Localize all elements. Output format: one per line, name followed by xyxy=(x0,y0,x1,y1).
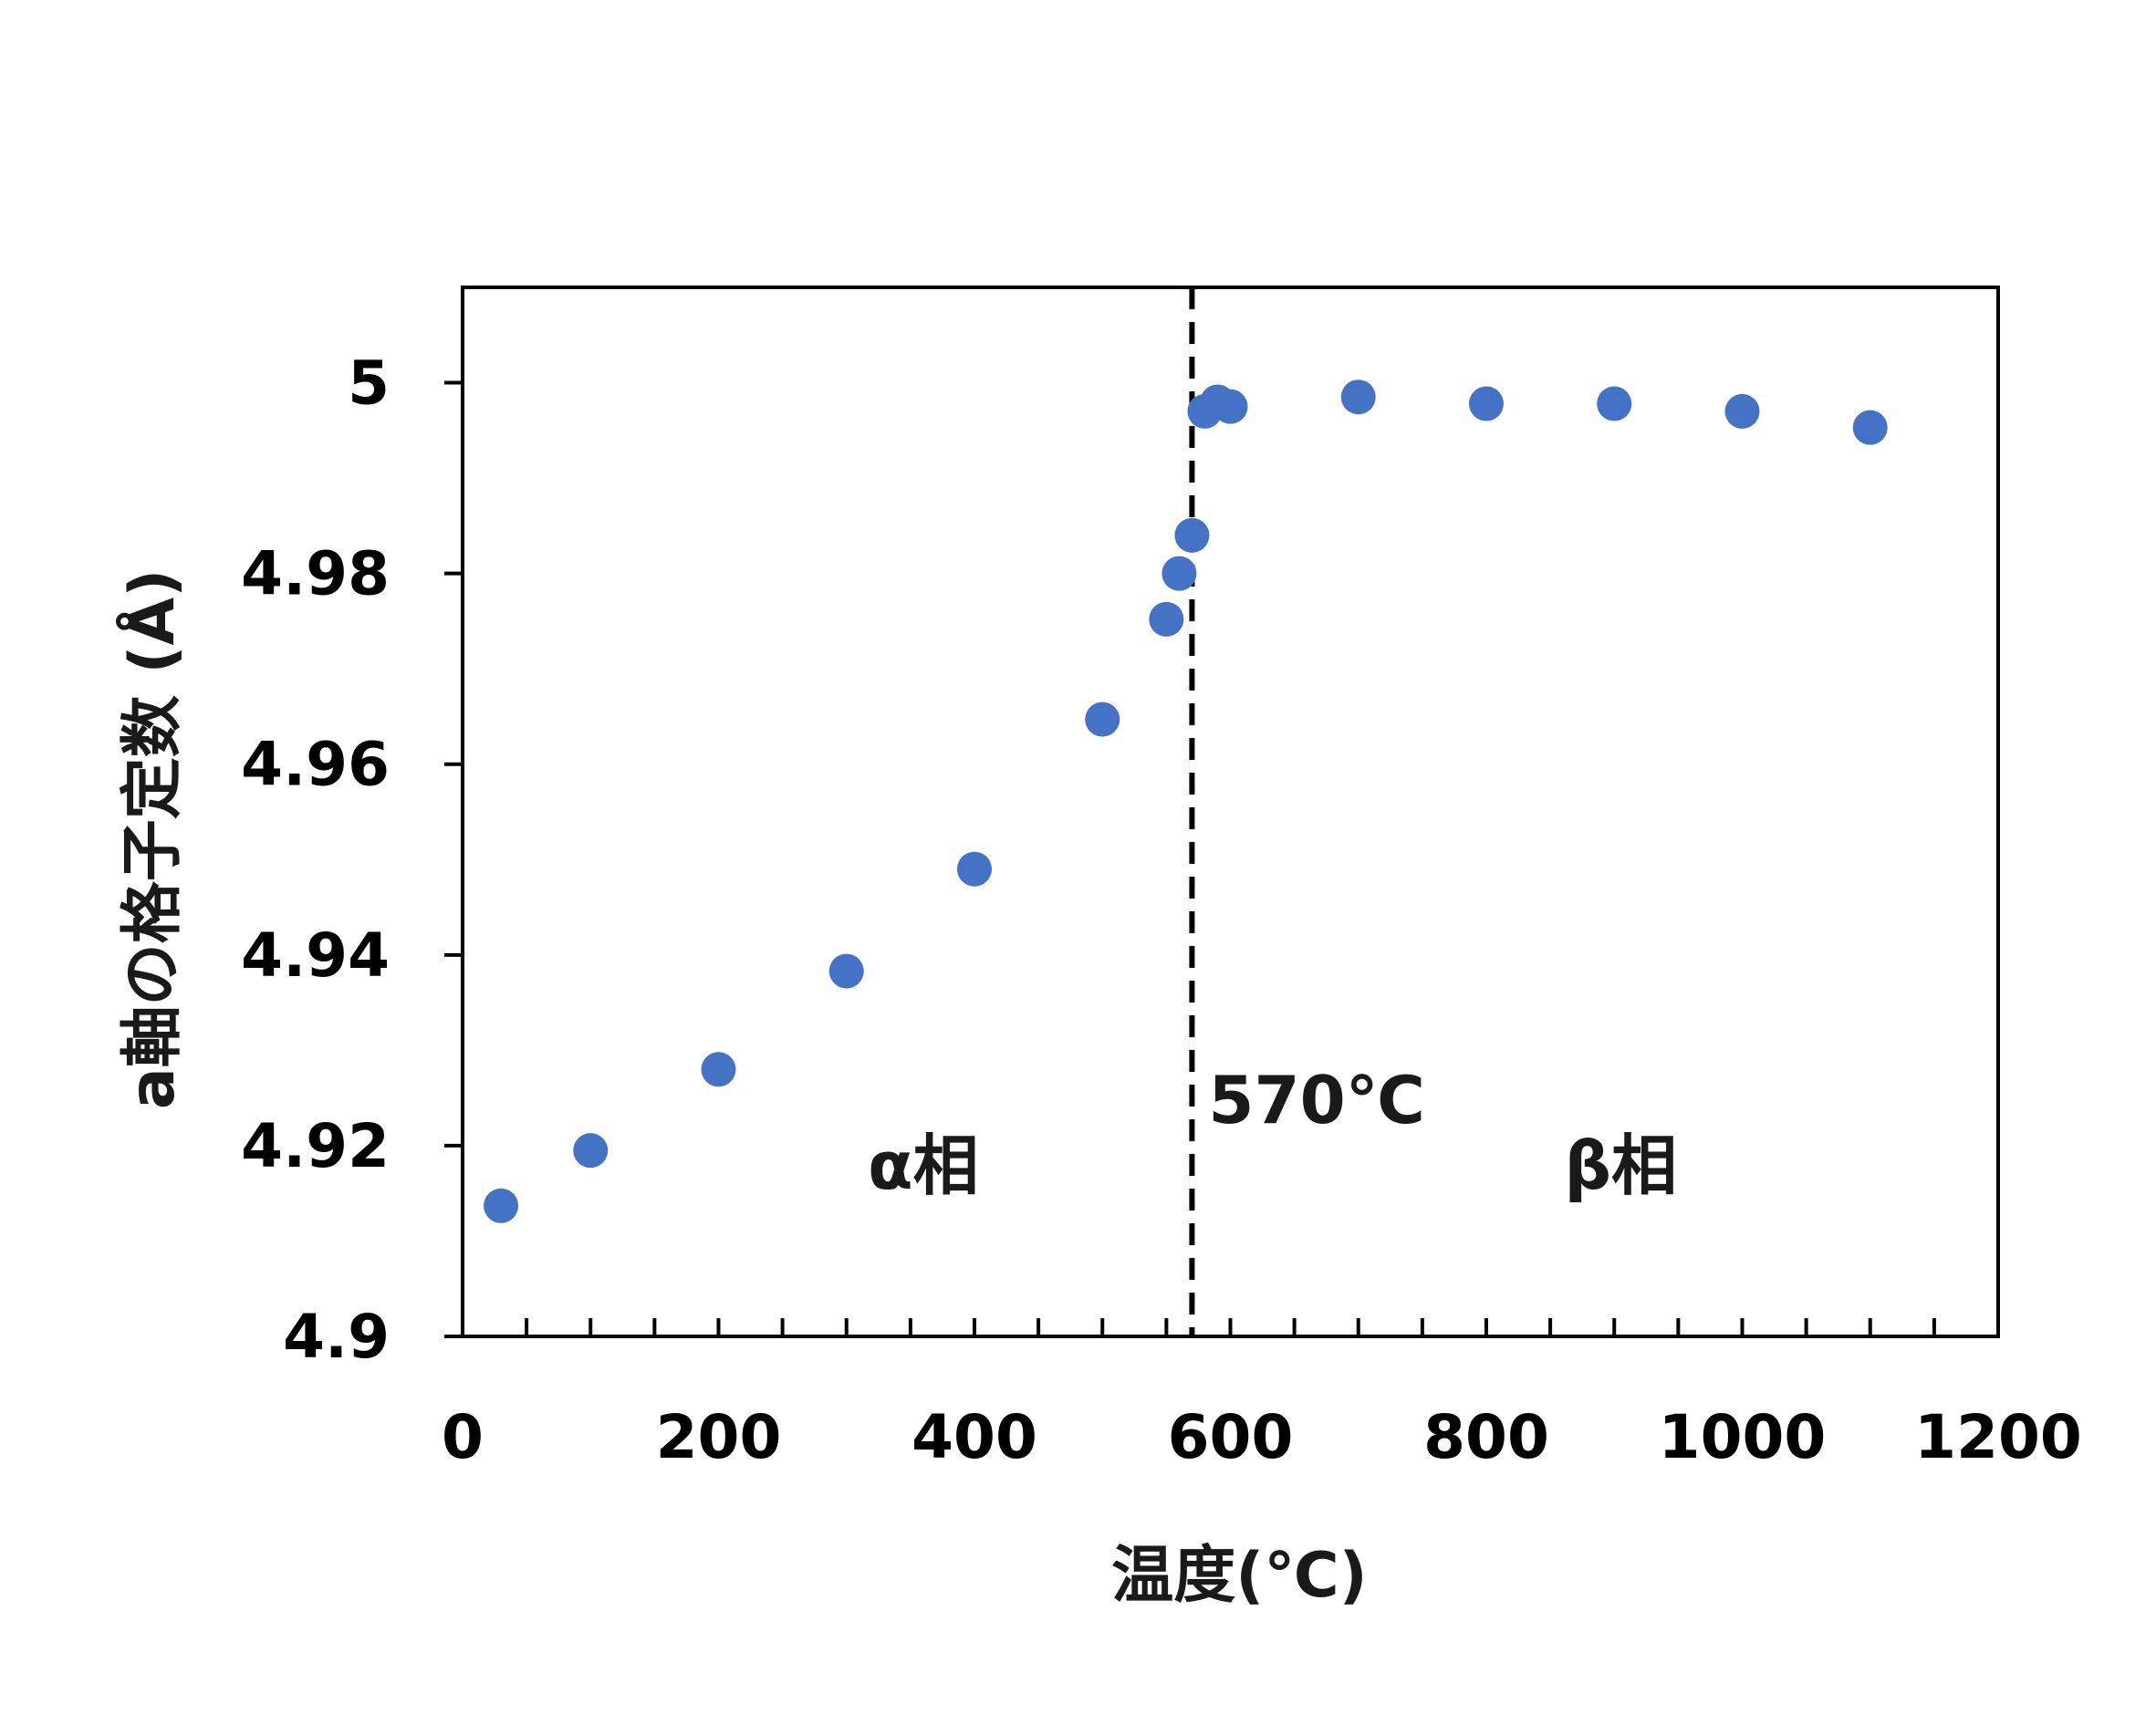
data-point xyxy=(1213,389,1248,424)
y-axis-title: a軸の格子定数 (Å) xyxy=(116,569,189,1109)
data-point xyxy=(1340,379,1376,415)
plot-frame xyxy=(461,286,2000,1338)
marks-layer xyxy=(484,379,1888,1223)
y-tick-label: 4.98 xyxy=(241,539,390,609)
x-tick-label: 200 xyxy=(656,1402,782,1472)
y-tick-label: 4.9 xyxy=(283,1302,390,1372)
data-point xyxy=(701,1052,736,1087)
data-point xyxy=(573,1133,609,1169)
y-tick-label: 5 xyxy=(348,348,390,419)
data-point xyxy=(828,953,864,989)
y-tick-label: 4.94 xyxy=(241,920,390,991)
axes-layer xyxy=(444,286,2000,1338)
y-tick-label: 4.92 xyxy=(241,1111,390,1181)
alpha-phase-label: α相 xyxy=(868,1127,978,1204)
data-point xyxy=(1149,601,1184,637)
text-layer: a軸の格子定数 (Å) 温度(℃) 570℃ α相 β相 0 200 400 600 8… xyxy=(116,348,2082,1612)
data-point xyxy=(1161,556,1197,591)
data-point xyxy=(484,1188,519,1223)
data-point xyxy=(1085,701,1120,737)
y-tick-label: 4.96 xyxy=(241,730,390,800)
data-point xyxy=(1852,410,1888,445)
x-tick-label: 1000 xyxy=(1659,1402,1827,1472)
data-point xyxy=(957,851,992,887)
data-point xyxy=(1469,386,1504,421)
data-point xyxy=(1597,386,1632,421)
data-point xyxy=(1174,517,1210,553)
data-point xyxy=(1724,393,1760,429)
x-axis-title: 温度(℃) xyxy=(1111,1540,1368,1612)
x-tick-label: 1200 xyxy=(1914,1402,2082,1472)
beta-phase-label: β相 xyxy=(1564,1127,1677,1204)
x-tick-label: 600 xyxy=(1168,1402,1294,1472)
x-tick-label: 400 xyxy=(911,1402,1037,1472)
transition-label: 570℃ xyxy=(1208,1062,1424,1138)
x-tick-label: 0 xyxy=(442,1402,484,1472)
x-tick-label: 800 xyxy=(1423,1402,1549,1472)
